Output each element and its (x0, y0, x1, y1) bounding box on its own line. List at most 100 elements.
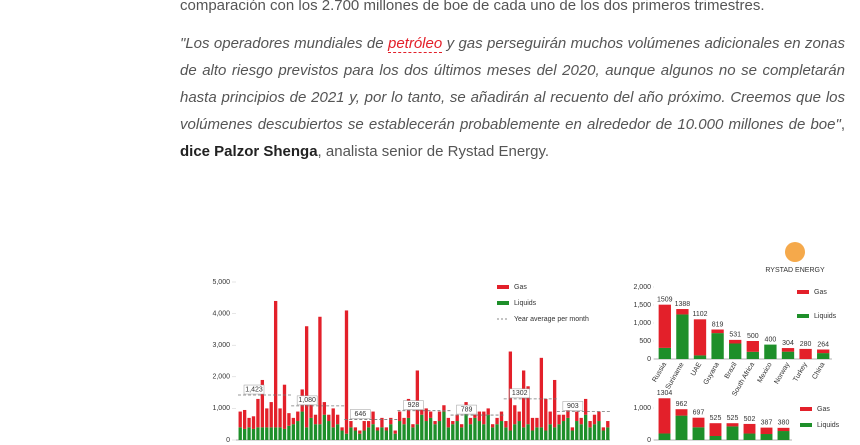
bar-segment (322, 414, 327, 440)
bar-segment (482, 411, 486, 425)
bar-segment (477, 421, 482, 440)
y-tick-label: 1,500 (633, 302, 651, 309)
bar-segment (588, 421, 592, 428)
bar-segment (318, 424, 322, 440)
bar-segment (344, 310, 349, 434)
bar-segment (601, 430, 606, 440)
average-label-box (243, 384, 265, 395)
bar-segment (508, 430, 513, 440)
bar-segment (799, 348, 812, 359)
bar-segment (397, 411, 402, 422)
bar-segment (575, 421, 579, 440)
legend-label: Gas (514, 284, 527, 291)
bar-segment (251, 428, 256, 440)
legend-label: Liquids (817, 422, 840, 429)
total-label: 962 (676, 401, 688, 408)
bar-segment (552, 379, 557, 428)
bar-segment (291, 424, 296, 440)
bar-segment (539, 357, 544, 428)
bar-segment (380, 427, 384, 440)
legend-label: Liquids (814, 313, 837, 320)
bar-segment (482, 424, 486, 440)
bar-segment (521, 370, 526, 428)
bar-segment (340, 427, 344, 431)
bar-segment (411, 427, 415, 440)
bar-segment (726, 423, 739, 427)
bar-segment (362, 430, 366, 440)
bar-segment (335, 414, 340, 425)
legend-swatch (800, 423, 812, 427)
link[interactable]: petróleo (387, 35, 443, 53)
bar-segment (282, 384, 287, 429)
bar-segment (260, 379, 265, 428)
bar-segment (415, 370, 420, 425)
average-label-box (403, 400, 424, 410)
bar-segment (344, 433, 349, 440)
bar-segment (676, 314, 689, 359)
bar-segment (420, 414, 424, 440)
bar-segment (495, 424, 499, 440)
x-tick-label: Turkey (792, 361, 809, 383)
speaker: dice Palzor Shenga (180, 143, 318, 160)
bar-segment (746, 341, 759, 352)
total-label: 1509 (657, 297, 673, 304)
bar-segment (658, 347, 671, 359)
legend-label: Year average per month (514, 316, 589, 323)
average-label: 1302 (512, 390, 528, 397)
bar-segment (592, 424, 597, 440)
bar-segment (265, 408, 269, 428)
bar-segment (247, 417, 251, 428)
bar-segment (711, 333, 724, 359)
bar-segment (442, 405, 446, 412)
bar-segment (588, 427, 592, 440)
bar-segment (606, 427, 610, 440)
x-tick-label: Norway (773, 361, 791, 385)
bar-segment (455, 414, 459, 422)
bar-segment (606, 421, 610, 428)
bar-segment (393, 433, 397, 440)
total-label: 400 (765, 336, 777, 343)
bar-segment (318, 316, 322, 425)
average-label: 646 (354, 411, 366, 418)
average-label: 789 (461, 406, 473, 413)
average-label: 928 (408, 402, 420, 409)
bar-segment (451, 421, 455, 425)
bar-segment (579, 424, 583, 440)
bar-segment (530, 417, 535, 431)
bar-segment (327, 421, 331, 440)
bar-segment (675, 415, 688, 440)
bar-segment (402, 424, 406, 440)
bar-segment (544, 430, 548, 440)
bar-segment (446, 417, 451, 428)
bar-segment (353, 427, 358, 431)
bar-segment (517, 421, 521, 440)
bar-segment (238, 411, 242, 428)
average-label: 903 (567, 403, 579, 410)
text: , (840, 116, 845, 133)
bar-segment (327, 414, 331, 422)
bar-segment (513, 405, 517, 425)
bar-segment (335, 424, 340, 440)
total-label: 380 (778, 420, 790, 427)
bar-segment (331, 427, 335, 440)
bar-segment (530, 430, 535, 440)
bar-segment (389, 424, 393, 440)
bar-segment (278, 408, 282, 428)
bar-segment (393, 430, 397, 434)
bar-segment (428, 411, 433, 418)
total-label: 525 (727, 415, 739, 422)
bar-segment (495, 417, 499, 425)
bar-segment (557, 424, 561, 440)
bar-segment (513, 424, 517, 440)
bar-segment (282, 428, 287, 440)
y-tick-label: 1,000 (633, 320, 651, 327)
bar-segment (384, 427, 389, 431)
x-tick-label: Mexico (757, 361, 774, 384)
bar-segment (287, 413, 291, 426)
bar-segment (477, 411, 482, 422)
bar-segment (597, 421, 601, 440)
bar-segment (238, 427, 242, 440)
bar-segment (242, 409, 247, 429)
bar-segment (499, 411, 504, 422)
bar-segment (455, 421, 459, 440)
